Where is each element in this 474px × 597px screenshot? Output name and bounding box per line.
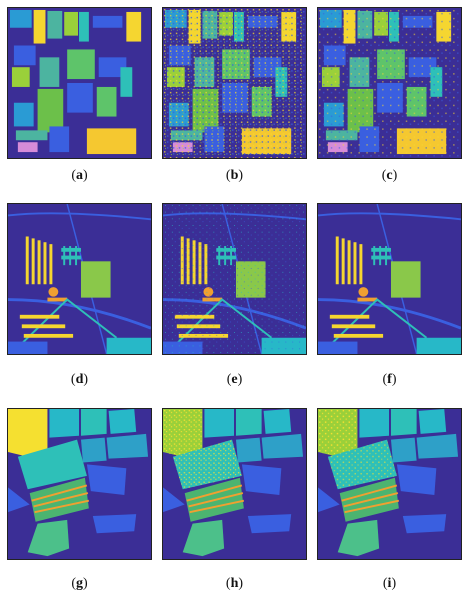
caption-g: (g) bbox=[71, 576, 88, 591]
panel-d bbox=[7, 203, 152, 355]
caption-i-label: i bbox=[387, 576, 392, 591]
caption-c: (c) bbox=[381, 168, 398, 183]
caption-h-label: h bbox=[230, 576, 239, 591]
caption-c-label: c bbox=[386, 168, 393, 183]
caption-i: (i) bbox=[382, 576, 397, 591]
panel-e bbox=[162, 203, 307, 355]
classification-map-b bbox=[163, 8, 306, 158]
caption-b-label: b bbox=[230, 168, 239, 183]
caption-a-label: a bbox=[76, 168, 83, 183]
classification-map-f bbox=[318, 204, 461, 354]
panel-f bbox=[317, 203, 462, 355]
caption-e: (e) bbox=[226, 372, 243, 387]
caption-e-label: e bbox=[231, 372, 238, 387]
panel-a bbox=[7, 7, 152, 159]
classification-map-i bbox=[318, 409, 461, 559]
panel-g bbox=[7, 408, 152, 560]
caption-h: (h) bbox=[225, 576, 244, 591]
classification-map-g bbox=[8, 409, 151, 559]
classification-map-a bbox=[8, 8, 151, 158]
caption-b: (b) bbox=[225, 168, 244, 183]
caption-d: (d) bbox=[70, 372, 89, 387]
caption-a: (a) bbox=[71, 168, 88, 183]
caption-f-label: f bbox=[387, 372, 392, 387]
caption-g-label: g bbox=[76, 576, 83, 591]
panel-b bbox=[162, 7, 307, 159]
classification-map-d bbox=[8, 204, 151, 354]
panel-i bbox=[317, 408, 462, 560]
panel-h bbox=[162, 408, 307, 560]
classification-map-h bbox=[163, 409, 306, 559]
classification-map-c bbox=[318, 8, 461, 158]
classification-map-e bbox=[163, 204, 306, 354]
caption-d-label: d bbox=[75, 372, 84, 387]
caption-f: (f) bbox=[382, 372, 397, 387]
panel-c bbox=[317, 7, 462, 159]
